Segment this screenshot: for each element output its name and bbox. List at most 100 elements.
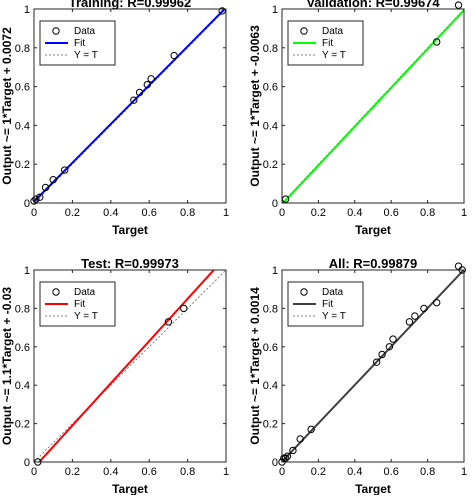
data-point — [32, 195, 40, 203]
data-point — [130, 96, 138, 104]
legend-data-marker — [300, 288, 308, 296]
x-axis-label: Target — [355, 482, 391, 495]
y-tick-label: 1 — [272, 265, 278, 277]
fit-line — [34, 9, 226, 203]
data-point — [296, 435, 304, 443]
y-axis-label: Output ~= 1*Target + -0.0063 — [248, 25, 262, 187]
y-tick-label: 0 — [24, 457, 30, 469]
plot-title: Test: R=0.99973 — [81, 256, 179, 271]
plot-title: All: R=0.99879 — [329, 256, 418, 271]
x-tick-label: 0 — [279, 466, 285, 478]
y-tick-label: 0.4 — [15, 120, 30, 132]
axes-box — [281, 8, 465, 204]
legend-label-identity: Y = T — [322, 50, 346, 61]
panel-2: 0 0.2 0.4 0.6 0.8 1 0 0.2 0.4 0.6 0.8 1 Validation: … — [248, 0, 467, 237]
legend-label-data: Data — [322, 287, 344, 298]
data-point — [307, 425, 315, 434]
legend-data-marker — [300, 27, 308, 35]
data-point — [420, 304, 428, 313]
y-axis-label: Output ~= 1*Target + 0.0014 — [248, 287, 262, 445]
identity-line — [34, 270, 226, 462]
y-tick-label: 0.4 — [15, 380, 30, 392]
data-point — [405, 318, 414, 326]
data-point — [170, 51, 178, 60]
data-point — [454, 262, 463, 270]
y-tick-label: 0.8 — [15, 43, 30, 55]
data-point — [41, 183, 50, 192]
legend-label-fit: Fit — [74, 38, 85, 49]
y-tick-label: 0.8 — [263, 43, 278, 55]
x-tick-label: 0.8 — [180, 466, 195, 478]
data-point — [385, 343, 394, 351]
data-point — [433, 298, 441, 307]
data-point — [283, 452, 292, 460]
y-axis-label: Output ~= 1.1*Target + -0.03 — [0, 287, 14, 445]
data-point — [289, 446, 297, 455]
axes-box — [33, 269, 227, 463]
data-point — [411, 312, 419, 320]
panel-3: 0 0.2 0.4 0.6 0.8 1 0 0.2 0.4 0.6 0.8 1 Test: R=0.99… — [0, 256, 229, 496]
x-tick-label: 0.6 — [384, 207, 399, 219]
x-tick-label: 0.4 — [347, 466, 362, 478]
x-tick-label: 1 — [223, 466, 229, 478]
y-tick-label: 0.6 — [15, 342, 30, 354]
y-tick-label: 0.2 — [263, 159, 278, 171]
data-point — [36, 193, 44, 201]
y-tick-label: 0 — [24, 198, 30, 210]
axes-box — [33, 8, 227, 204]
x-tick-label: 0.4 — [103, 207, 118, 219]
data-point — [218, 7, 226, 15]
y-tick-label: 0.4 — [263, 120, 278, 132]
legend-label-data: Data — [74, 287, 96, 298]
data-point — [135, 88, 144, 97]
data-point — [433, 38, 441, 46]
legend-label-identity: Y = T — [74, 50, 98, 61]
x-tick-label: 0.2 — [311, 207, 326, 219]
x-tick-label: 0.4 — [347, 207, 362, 219]
legend-label-fit: Fit — [322, 38, 333, 49]
x-tick-label: 0.8 — [180, 207, 195, 219]
data-point — [389, 335, 397, 343]
x-tick-label: 0.8 — [420, 466, 435, 478]
legend-label-data: Data — [322, 26, 344, 37]
y-tick-label: 0.6 — [15, 82, 30, 94]
panel-4: 0 0.2 0.4 0.6 0.8 1 0 0.2 0.4 0.6 0.8 1 All: R=0.998… — [248, 256, 467, 496]
data-point — [164, 318, 173, 326]
y-tick-label: 0.6 — [263, 342, 278, 354]
x-tick-label: 0 — [31, 466, 37, 478]
y-tick-label: 0.2 — [15, 419, 30, 431]
data-point — [143, 80, 151, 89]
x-tick-label: 1 — [223, 207, 229, 219]
y-tick-label: 0.2 — [263, 419, 278, 431]
x-tick-label: 0.2 — [65, 466, 80, 478]
data-point — [378, 350, 386, 359]
legend-data-marker — [52, 288, 60, 296]
y-tick-label: 0.8 — [15, 303, 30, 315]
x-tick-label: 0 — [31, 207, 37, 219]
x-tick-label: 0.6 — [384, 466, 399, 478]
data-point — [49, 176, 57, 184]
x-tick-label: 1 — [461, 466, 467, 478]
panel-1: 0 0.2 0.4 0.6 0.8 1 0 0.2 0.4 0.6 0.8 1 Training: R=… — [0, 0, 229, 237]
data-point — [180, 304, 188, 313]
x-tick-label: 0.2 — [65, 207, 80, 219]
x-tick-label: 0.4 — [103, 466, 118, 478]
legend-label-data: Data — [74, 26, 96, 37]
y-tick-label: 0 — [272, 198, 278, 210]
plot-title: Validation: R=0.99674 — [306, 0, 440, 10]
y-tick-label: 1 — [272, 4, 278, 16]
data-point — [61, 166, 69, 174]
legend-label-identity: Y = T — [322, 311, 346, 322]
legend-label-fit: Fit — [322, 299, 333, 310]
x-tick-label: 0.2 — [311, 466, 326, 478]
plot-title: Training: R=0.99962 — [69, 0, 191, 10]
y-tick-label: 0.2 — [15, 159, 30, 171]
data-point — [372, 358, 381, 366]
x-tick-label: 0 — [279, 207, 285, 219]
y-tick-label: 0.4 — [263, 380, 278, 392]
axes-box — [281, 269, 465, 463]
x-axis-label: Target — [355, 223, 391, 237]
y-tick-label: 0 — [272, 457, 278, 469]
